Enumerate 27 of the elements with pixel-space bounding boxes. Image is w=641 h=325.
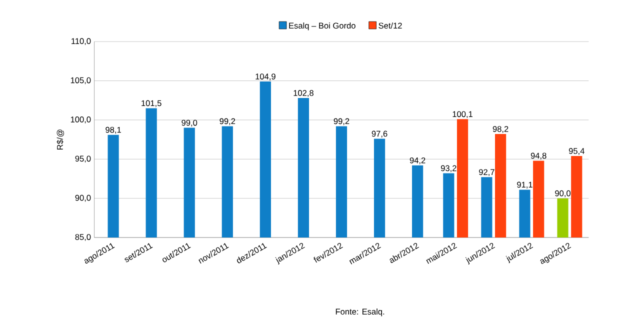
- y-tick-label: 110,0: [72, 38, 91, 45]
- legend-label: Set/12: [378, 22, 402, 28]
- legend-label: Esalq – Boi Gordo: [289, 22, 356, 30]
- y-tick-label: 95,0: [75, 156, 91, 162]
- data-label: 93,2: [440, 165, 456, 172]
- y-tick-label: 90,0: [75, 194, 91, 202]
- data-label: 102,8: [294, 90, 314, 97]
- data-label: 99,2: [334, 118, 350, 125]
- y-tick-label: 105,0: [70, 77, 91, 84]
- data-label: 99,0: [182, 120, 198, 127]
- y-axis-title: R$/@: [56, 129, 64, 150]
- data-label: 90,0: [555, 190, 571, 198]
- data-label: 91,1: [517, 182, 532, 188]
- source-note: Fonte: Esalq.: [336, 308, 384, 316]
- data-label: 94,2: [410, 157, 426, 164]
- data-label: 98,2: [492, 126, 508, 133]
- data-label: 104,9: [256, 73, 276, 80]
- data-label: 97,6: [372, 130, 388, 138]
- data-label: 92,7: [479, 169, 494, 176]
- y-tick-label: 85,0: [75, 234, 91, 241]
- data-label: 95,4: [568, 148, 584, 155]
- data-label: 98,1: [106, 126, 121, 134]
- data-label: 99,2: [220, 118, 236, 125]
- data-label: 101,5: [142, 100, 162, 107]
- data-label: 100,1: [452, 111, 472, 118]
- data-label: 94,8: [530, 152, 546, 160]
- y-tick-label: 100,0: [70, 116, 91, 124]
